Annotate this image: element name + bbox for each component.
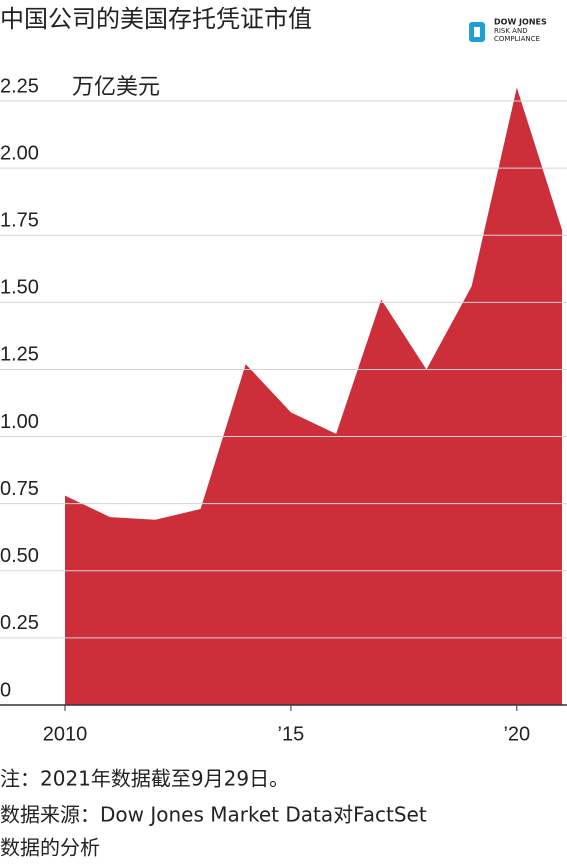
y-tick-label: 1.50 bbox=[0, 277, 39, 299]
note: 注：2021年数据截至9月29日。 bbox=[0, 767, 289, 791]
y-tick-label: 0.75 bbox=[0, 478, 39, 500]
brand-logo: DOW JONES RISK AND COMPLIANCE bbox=[469, 18, 547, 43]
chart-title: 中国公司的美国存托凭证市值 bbox=[0, 5, 312, 33]
logo-mark-inner bbox=[474, 27, 480, 37]
y-tick-label: 0 bbox=[0, 679, 11, 701]
y-tick-label: 0.50 bbox=[0, 545, 39, 567]
brand-text: RISK AND bbox=[494, 27, 528, 35]
note: 数据的分析 bbox=[0, 836, 100, 860]
y-tick-label: 1.75 bbox=[0, 210, 39, 232]
x-tick-label: ’15 bbox=[278, 723, 305, 745]
note: 数据来源：Dow Jones Market Data对FactSet bbox=[0, 803, 427, 827]
x-tick-label: 2010 bbox=[43, 723, 88, 745]
y-axis-label: 万亿美元 bbox=[72, 75, 160, 100]
brand-text: DOW JONES bbox=[494, 18, 547, 27]
y-tick-label: 1.00 bbox=[0, 411, 39, 433]
brand-text: COMPLIANCE bbox=[494, 35, 540, 43]
y-tick-label: 1.25 bbox=[0, 344, 39, 366]
area bbox=[65, 87, 562, 706]
y-tick-label: 2.25 bbox=[0, 75, 39, 97]
x-tick-label: ’20 bbox=[503, 723, 530, 745]
y-tick-label: 0.25 bbox=[0, 612, 39, 634]
y-tick-label: 2.00 bbox=[0, 142, 39, 164]
